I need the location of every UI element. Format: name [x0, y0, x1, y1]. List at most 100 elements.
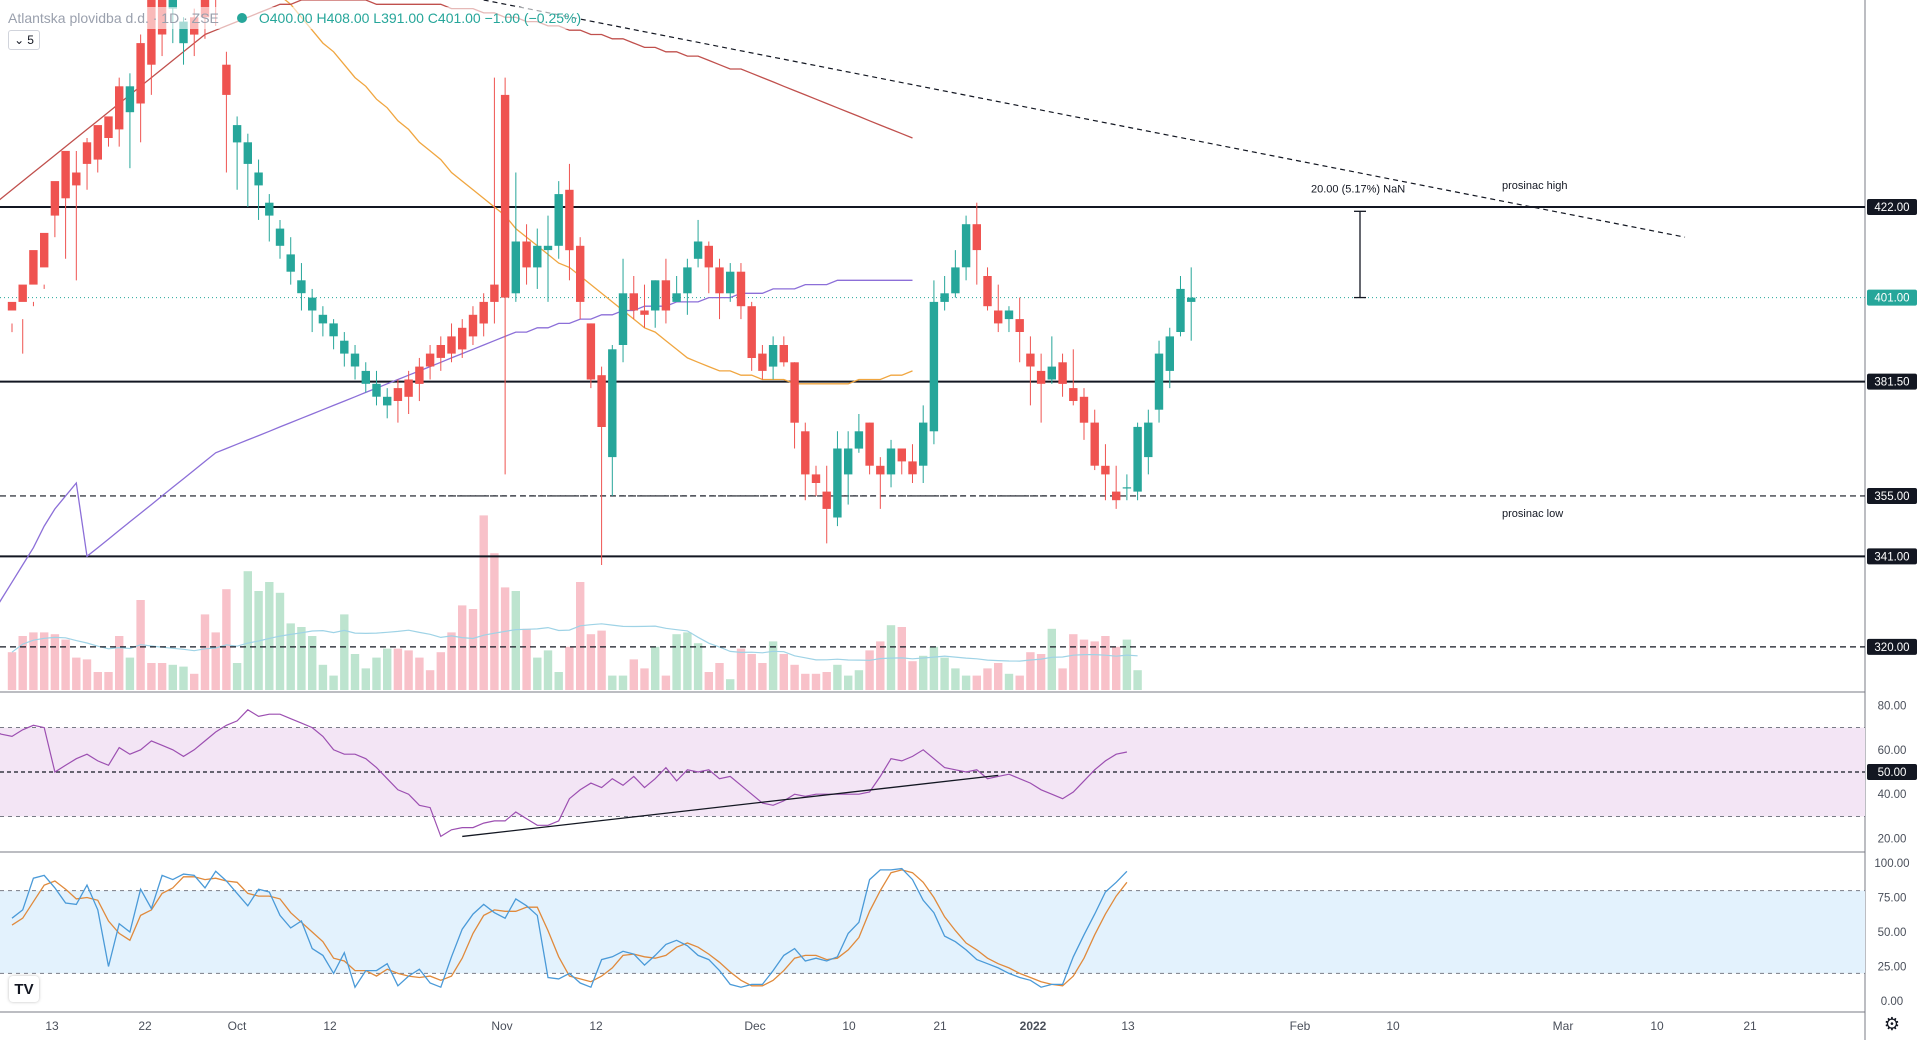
- logo-text: TV: [14, 980, 34, 998]
- candle-body: [661, 280, 671, 311]
- candle-body: [308, 297, 317, 311]
- trendlines: 20.00 (5.17%) NaN: [430, 0, 1686, 497]
- volume-bar: [747, 654, 756, 690]
- volume-bar: [683, 632, 692, 690]
- x-tick-label: 13: [1121, 1019, 1135, 1033]
- candle-body: [29, 250, 38, 285]
- candle-body: [1047, 366, 1056, 380]
- stoch-axis-label: 50.00: [1878, 927, 1907, 939]
- horizontal-levels: prosinac high prosinac low: [0, 180, 1865, 648]
- stoch-axis-label: 75.00: [1878, 893, 1907, 905]
- collapse-indicators-button[interactable]: ⌄ 5: [8, 30, 40, 50]
- candle-body: [533, 245, 542, 268]
- candle-body: [704, 245, 713, 268]
- volume-bar: [179, 666, 188, 690]
- candle-body: [908, 461, 917, 475]
- candle-body: [500, 94, 510, 298]
- volume-bar: [768, 641, 778, 690]
- volume-bar: [490, 553, 499, 690]
- candle-body: [640, 310, 649, 315]
- candle-body: [1122, 487, 1132, 489]
- volume-bar: [29, 632, 38, 690]
- rsi-axis-label-bg: [1867, 764, 1917, 780]
- candle-body: [629, 293, 638, 311]
- volume-bar: [533, 657, 542, 690]
- volume-bar: [1015, 675, 1024, 690]
- candle-body: [683, 267, 692, 294]
- volume-bar: [1133, 670, 1142, 690]
- candle-body: [972, 224, 981, 251]
- volume-bar: [919, 655, 928, 690]
- volume-bar: [468, 609, 478, 690]
- candle-body: [468, 314, 478, 337]
- volume-bar: [61, 639, 70, 690]
- volume-bar: [672, 634, 681, 690]
- volume-bar: [275, 592, 285, 690]
- volume-bar: [511, 591, 520, 690]
- volume-bar: [951, 668, 960, 690]
- volume-bar: [994, 663, 1003, 690]
- candle-body: [672, 293, 681, 302]
- volume-bar: [1122, 639, 1132, 690]
- candle-body: [50, 181, 60, 216]
- volume-bar: [361, 668, 370, 690]
- candle-body: [747, 306, 756, 358]
- volume-bar: [693, 643, 703, 690]
- volume-bar: [125, 657, 135, 690]
- volume-bar: [811, 673, 821, 690]
- candle-body: [576, 245, 585, 302]
- candle-body: [726, 271, 735, 294]
- volume-bar: [608, 675, 617, 690]
- volume-bar: [318, 664, 328, 690]
- volume-bar: [104, 672, 113, 690]
- volume-bar: [908, 661, 917, 690]
- candle-body: [790, 362, 799, 423]
- volume-bar: [790, 664, 799, 690]
- candle-body: [318, 314, 328, 324]
- volume-bar: [7, 652, 17, 690]
- collapse-count: 5: [27, 33, 34, 47]
- volume-bar: [115, 636, 124, 690]
- volume-bar: [168, 664, 177, 690]
- candle-body: [115, 86, 124, 130]
- volume-bar: [1069, 634, 1078, 690]
- volume-bar: [983, 668, 992, 690]
- x-tick-label: 10: [1650, 1019, 1664, 1033]
- volume-bar: [72, 657, 81, 690]
- candle-body: [833, 448, 842, 518]
- descending-trendline: [483, 0, 1686, 238]
- rsi-line: [0, 709, 1128, 838]
- candle-body: [929, 301, 939, 432]
- candle-body: [618, 293, 628, 345]
- volume-bar: [93, 672, 102, 690]
- candle-body: [350, 353, 360, 367]
- gear-icon[interactable]: ⚙: [1883, 1013, 1901, 1034]
- volume-bar: [329, 675, 338, 690]
- candle-body: [1036, 370, 1046, 384]
- candle-body: [522, 241, 531, 268]
- price-level-tag: 381.50: [1874, 377, 1909, 389]
- price-level-tag-bg: [1867, 487, 1917, 504]
- candle-body: [7, 301, 17, 311]
- candle-body: [543, 245, 553, 251]
- volume-bar: [1047, 628, 1056, 690]
- tradingview-logo[interactable]: TV: [9, 976, 39, 1002]
- symbol-header: Atlantska plovidba d.d. · 1D · ZSE O400.…: [8, 7, 582, 29]
- rsi-axis-label: 50.00: [1878, 767, 1907, 779]
- candle-body: [383, 396, 392, 406]
- level-label: prosinac low: [1502, 508, 1563, 520]
- candle-body: [104, 116, 113, 138]
- x-tick-label: Oct: [228, 1019, 247, 1033]
- candle-body: [801, 431, 810, 475]
- volume-bar: [929, 646, 939, 690]
- symbol-label[interactable]: Atlantska plovidba d.d. · 1D · ZSE: [8, 10, 219, 26]
- volume-bar: [597, 630, 606, 690]
- candle-body: [565, 189, 574, 251]
- candle-body: [18, 284, 27, 302]
- stoch-band: [0, 890, 1865, 974]
- volume-bar: [222, 589, 231, 690]
- candle-body: [1058, 362, 1067, 384]
- volume-bar: [50, 634, 60, 690]
- candle-body: [1004, 310, 1014, 320]
